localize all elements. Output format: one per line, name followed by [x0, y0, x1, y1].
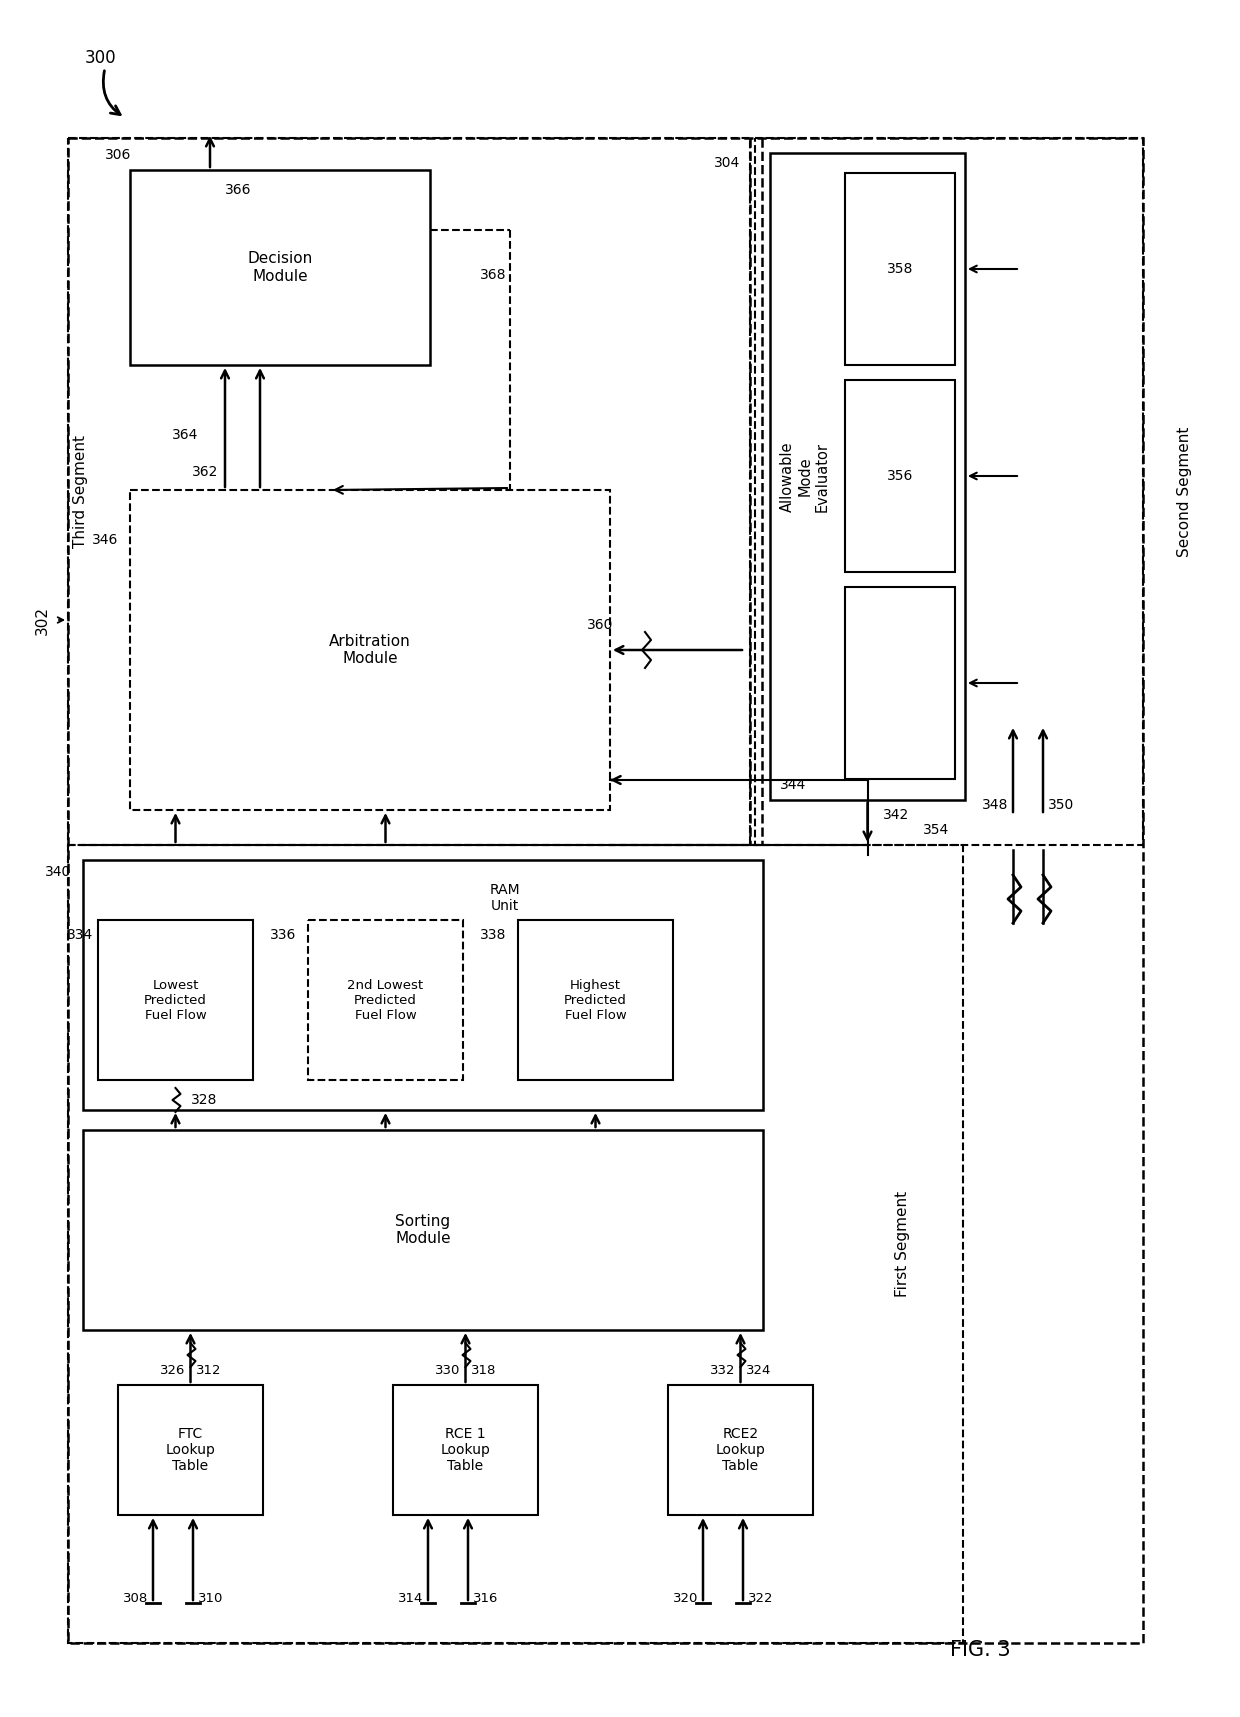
Text: 348: 348 [982, 798, 1008, 812]
Text: 368: 368 [480, 268, 506, 282]
Bar [308, 920, 463, 1080]
Bar [755, 137, 1143, 845]
Text: 334: 334 [67, 927, 93, 943]
Text: 356: 356 [887, 469, 913, 482]
Text: 364: 364 [172, 428, 198, 441]
Bar [668, 1386, 813, 1514]
Text: 350: 350 [1048, 798, 1074, 812]
Text: Sorting
Module: Sorting Module [396, 1214, 451, 1247]
Bar [98, 920, 253, 1080]
Text: 314: 314 [398, 1592, 423, 1604]
Bar [844, 587, 955, 780]
Bar [844, 379, 955, 572]
Text: 328: 328 [191, 1094, 217, 1107]
Text: 302: 302 [35, 606, 50, 635]
Text: 360: 360 [587, 618, 614, 632]
Bar [68, 137, 750, 845]
Text: 362: 362 [192, 465, 218, 479]
Text: Second Segment: Second Segment [1178, 426, 1193, 556]
Text: 338: 338 [480, 927, 506, 943]
Text: 306: 306 [105, 148, 131, 161]
Text: 336: 336 [269, 927, 296, 943]
Text: Arbitration
Module: Arbitration Module [329, 634, 410, 666]
Text: 326: 326 [160, 1363, 186, 1377]
Bar [83, 860, 763, 1109]
Text: 324: 324 [745, 1363, 771, 1377]
Bar [770, 153, 965, 800]
Text: Allowable
Mode
Evaluator: Allowable Mode Evaluator [780, 441, 830, 512]
Text: 310: 310 [198, 1592, 223, 1604]
Text: 366: 366 [224, 184, 252, 197]
Text: 300: 300 [86, 50, 117, 67]
Text: 330: 330 [435, 1363, 460, 1377]
Bar [118, 1386, 263, 1514]
Text: 358: 358 [887, 263, 913, 276]
Text: 322: 322 [748, 1592, 774, 1604]
Text: 344: 344 [780, 778, 806, 792]
Text: 318: 318 [470, 1363, 496, 1377]
Bar [844, 173, 955, 366]
Bar [393, 1386, 538, 1514]
Text: Decision
Module: Decision Module [247, 251, 312, 283]
Text: 346: 346 [92, 532, 118, 548]
Text: RAM
Unit: RAM Unit [490, 883, 520, 913]
Text: 340: 340 [45, 865, 71, 879]
Bar [130, 170, 430, 366]
Text: FIG. 3: FIG. 3 [950, 1640, 1011, 1660]
Bar [68, 845, 963, 1643]
Text: 2nd Lowest
Predicted
Fuel Flow: 2nd Lowest Predicted Fuel Flow [347, 979, 424, 1022]
Text: 316: 316 [472, 1592, 498, 1604]
Text: 354: 354 [923, 822, 949, 836]
Text: RCE 1
Lookup
Table: RCE 1 Lookup Table [440, 1427, 491, 1473]
Text: FTC
Lookup
Table: FTC Lookup Table [166, 1427, 216, 1473]
Text: 332: 332 [711, 1363, 735, 1377]
Bar [68, 137, 1143, 1643]
Bar [130, 489, 610, 810]
Text: Lowest
Predicted
Fuel Flow: Lowest Predicted Fuel Flow [144, 979, 207, 1022]
Text: 308: 308 [123, 1592, 148, 1604]
Text: Highest
Predicted
Fuel Flow: Highest Predicted Fuel Flow [564, 979, 627, 1022]
Text: 342: 342 [883, 809, 909, 822]
Bar [83, 1130, 763, 1331]
Text: 312: 312 [196, 1363, 221, 1377]
Text: 320: 320 [672, 1592, 698, 1604]
Bar [518, 920, 673, 1080]
Text: RCE2
Lookup
Table: RCE2 Lookup Table [715, 1427, 765, 1473]
Text: First Segment: First Segment [895, 1192, 910, 1296]
Text: 304: 304 [714, 156, 740, 170]
Text: Third Segment: Third Segment [72, 434, 88, 548]
